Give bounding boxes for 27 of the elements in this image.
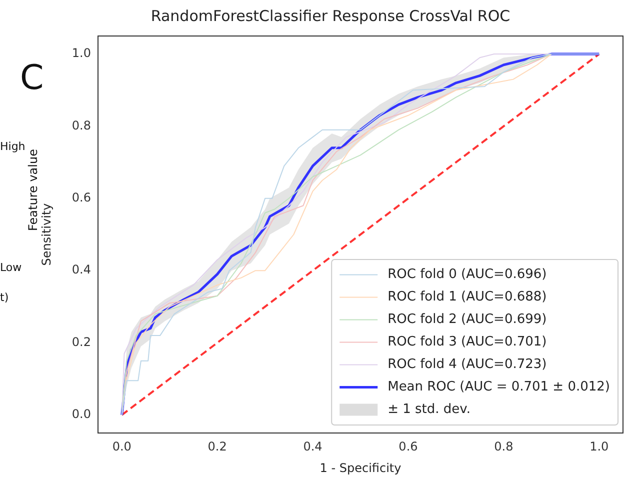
- legend-label: ROC fold 4 (AUC=0.723): [388, 357, 547, 372]
- x-tick-label: 0.4: [303, 439, 322, 454]
- legend-label: ROC fold 1 (AUC=0.688): [388, 290, 547, 305]
- y-tick-label: 1.0: [72, 46, 91, 60]
- x-tick-label: 1.0: [590, 439, 609, 454]
- x-tick-label: 0.2: [208, 439, 227, 454]
- y-tick-label: 0.2: [72, 334, 91, 349]
- text: t): [0, 290, 9, 304]
- text: High: [0, 140, 26, 153]
- y-tick-label: 0.4: [72, 262, 91, 277]
- x-tick-label: 0.8: [494, 439, 514, 454]
- x-tick-label: 0.6: [398, 439, 418, 454]
- text: C: [20, 58, 44, 98]
- legend-label: Mean ROC (AUC = 0.701 ± 0.012): [388, 380, 610, 395]
- annotation: ± 1 std. dev.: [388, 402, 470, 418]
- y-axis-title: Sensitivity: [39, 203, 54, 266]
- y-tick-label: 0.0: [72, 407, 91, 422]
- x-axis-title: 1 - Specificity: [320, 460, 402, 475]
- legend-label: ROC fold 3 (AUC=0.701): [388, 334, 547, 350]
- chart-title: RandomForestClassifier Response CrossVal ROC: [150, 6, 510, 25]
- text: Feature value: [26, 149, 40, 231]
- x-tick-label: 0.0: [112, 439, 132, 454]
- legend-label: ROC fold 0 (AUC=0.696): [388, 267, 547, 282]
- y-tick-label: 0.8: [72, 118, 91, 132]
- legend-label: ROC fold 2 (AUC=0.699): [388, 312, 547, 328]
- text: Low: [0, 260, 22, 274]
- y-tick-label: 0.6: [72, 190, 91, 205]
